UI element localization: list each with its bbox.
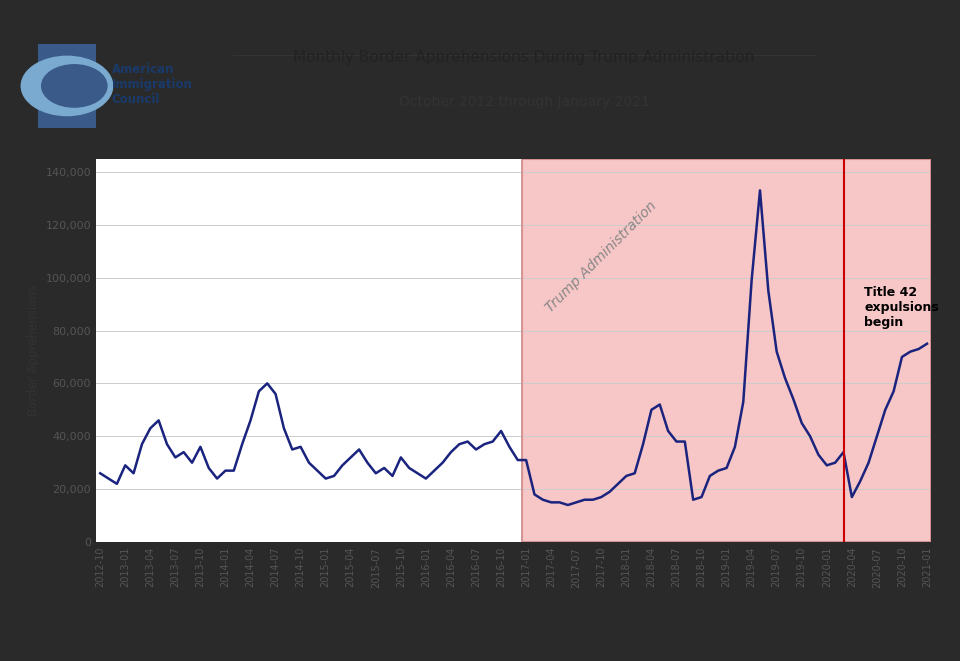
Bar: [522, 159, 931, 542]
Y-axis label: Border Apprehensions: Border Apprehensions: [27, 285, 40, 416]
Bar: [522, 159, 931, 542]
Point: [810, 51, 822, 59]
FancyBboxPatch shape: [38, 44, 96, 128]
Circle shape: [41, 65, 107, 107]
Text: American
Immigration
Council: American Immigration Council: [111, 63, 193, 106]
Point: [227, 51, 238, 59]
Circle shape: [21, 56, 112, 116]
Text: Trump Administration: Trump Administration: [543, 198, 660, 315]
Text: Title 42
expulsions
begin: Title 42 expulsions begin: [864, 286, 939, 329]
Text: Monthly Border Apprehensions During Trump Administration: Monthly Border Apprehensions During Trum…: [294, 50, 755, 65]
Text: October 2012 through January 2021: October 2012 through January 2021: [398, 95, 650, 110]
